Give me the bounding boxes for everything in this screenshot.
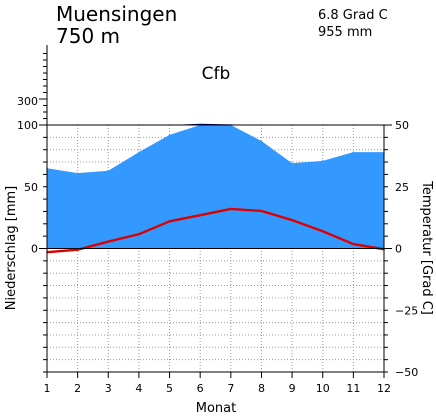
x-axis-label: Monat — [196, 401, 236, 416]
annual-precipitation: 955 mm — [318, 25, 372, 40]
mean-temperature: 6.8 Grad C — [318, 8, 388, 23]
x-tick-label: 7 — [227, 382, 234, 395]
x-tick-label: 4 — [135, 382, 142, 395]
climate-class: Cfb — [202, 64, 231, 84]
x-tick-label: 11 — [346, 382, 360, 395]
x-tick-label: 3 — [105, 382, 112, 395]
x-tick-label: 2 — [74, 382, 81, 395]
precipitation-point — [168, 134, 171, 136]
left-tick-label: 50 — [24, 181, 38, 194]
temperature-point — [76, 248, 79, 251]
temperature-point — [352, 243, 355, 245]
precipitation-area — [46, 123, 385, 249]
x-tick-label: 1 — [44, 382, 51, 395]
left-tick-label: 100 — [17, 119, 38, 132]
precipitation-point — [291, 162, 293, 165]
temperature-curve — [46, 207, 385, 254]
temperature-point — [321, 230, 324, 233]
temperature-point — [291, 219, 293, 221]
temperature-point — [199, 214, 201, 216]
precipitation-point — [352, 151, 355, 153]
temperature-point — [230, 208, 232, 210]
precipitation-point — [321, 160, 324, 162]
precipitation-point — [107, 169, 110, 172]
x-tick-label: 12 — [377, 382, 391, 395]
left-tick-label: 0 — [31, 243, 38, 256]
right-tick-label: 25 — [395, 181, 409, 194]
right-tick-label: −25 — [395, 304, 418, 317]
precipitation-point — [138, 151, 140, 153]
station-name: Muensingen — [56, 2, 177, 26]
right-axis-label: Temperatur [Grad C] — [419, 180, 434, 315]
x-tick-label: 5 — [166, 382, 173, 395]
station-elevation: 750 m — [56, 24, 120, 48]
right-tick-label: −50 — [395, 366, 418, 379]
precipitation-point — [260, 140, 263, 142]
temperature-point — [107, 240, 110, 243]
right-tick-label: 0 — [395, 243, 402, 256]
x-tick-label: 10 — [316, 382, 330, 395]
temperature-point — [168, 220, 171, 223]
precipitation-point — [76, 172, 79, 174]
x-tick-label: 6 — [197, 382, 204, 395]
x-tick-label: 9 — [289, 382, 296, 395]
right-tick-label: 50 — [395, 119, 409, 132]
axes — [39, 45, 392, 378]
left-axis-label: Niederschlag [mm] — [4, 186, 19, 311]
temperature-point — [260, 210, 263, 212]
temperature-point — [138, 233, 140, 235]
left-tick-label: 300 — [17, 95, 38, 108]
x-tick-label: 8 — [258, 382, 265, 395]
precipitation-fill — [47, 125, 384, 249]
